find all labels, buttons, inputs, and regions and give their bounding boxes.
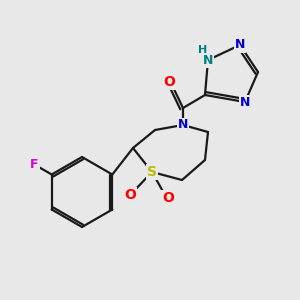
Text: N: N bbox=[240, 95, 250, 109]
Text: O: O bbox=[162, 191, 174, 205]
Text: S: S bbox=[147, 165, 157, 179]
Text: H: H bbox=[198, 45, 208, 55]
Text: N: N bbox=[235, 38, 245, 52]
Text: N: N bbox=[203, 53, 213, 67]
Text: F: F bbox=[30, 158, 39, 171]
Text: O: O bbox=[124, 188, 136, 202]
Text: O: O bbox=[163, 75, 175, 89]
Text: N: N bbox=[178, 118, 188, 131]
